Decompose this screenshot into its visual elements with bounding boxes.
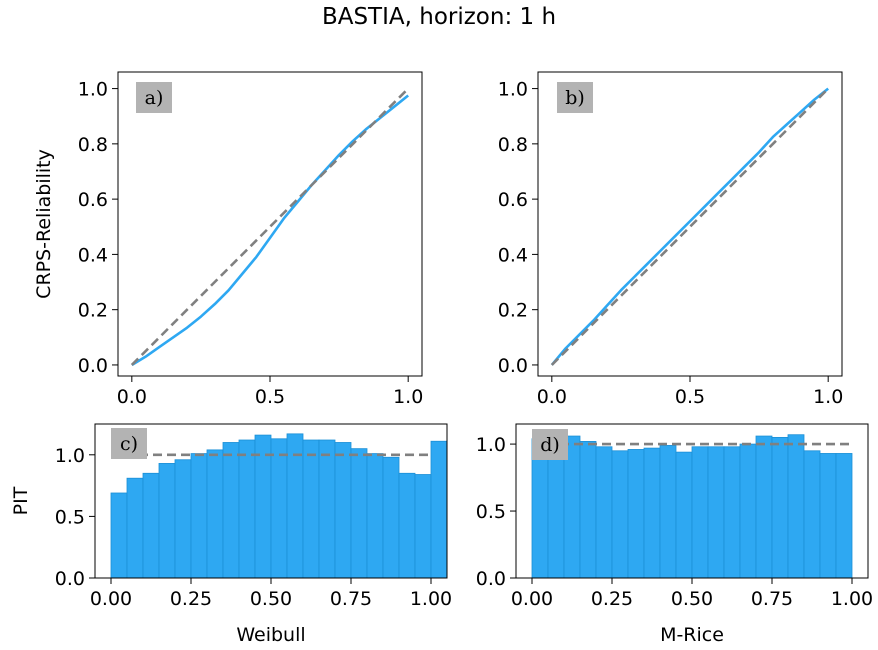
y-tick-label: 0.8 — [78, 134, 108, 156]
reference-diagonal — [130, 87, 410, 366]
y-tick-label: 1.0 — [476, 434, 506, 456]
x-tick-label: 0.0 — [117, 386, 147, 408]
panel-label-box — [136, 82, 172, 113]
y-tick-label: 0.5 — [476, 501, 506, 523]
histogram-bar — [723, 446, 741, 578]
histogram-bar — [771, 436, 789, 578]
histogram-bar — [126, 477, 144, 578]
panel-b: 0.0 0.5 1.0 0.0 0.2 0.4 0.6 0.8 1.0 b) — [498, 71, 843, 408]
histogram-bar — [691, 446, 709, 578]
y-tick-label: 0.4 — [498, 244, 528, 266]
reliability-curve — [550, 87, 829, 366]
x-tick-label: 0.5 — [255, 386, 285, 408]
y-tick-label: 1.0 — [55, 445, 85, 467]
histogram-bar — [739, 443, 757, 578]
histogram-bar — [787, 434, 805, 578]
plot-area-c — [110, 433, 447, 578]
histogram-bar — [318, 439, 336, 578]
y-tick-label: 0.6 — [498, 189, 528, 211]
histogram-bar — [158, 463, 176, 578]
histogram-bar — [334, 442, 352, 578]
histogram-bar — [430, 440, 447, 578]
panel-c: 0.00 0.25 0.50 0.75 1.00 0.0 0.5 1.0 PIT Weibull c… — [10, 423, 452, 646]
plot-area-d — [531, 434, 853, 578]
x-axis-label: Weibull — [236, 624, 305, 646]
histogram-bar — [611, 450, 629, 578]
figure-title: BASTIA, horizon: 1 h — [321, 4, 557, 30]
x-tick-label: 0.25 — [170, 588, 212, 610]
x-tick-label: 0.0 — [537, 386, 567, 408]
histogram-bar — [707, 446, 725, 578]
x-tick-label: 0.75 — [330, 588, 372, 610]
x-tick-label: 0.50 — [671, 588, 713, 610]
panel-label: b) — [565, 87, 585, 109]
reference-diagonal — [550, 87, 830, 366]
axes-frame — [117, 71, 423, 377]
reliability-curve — [131, 94, 409, 367]
x-tick-label: 1.0 — [393, 386, 423, 408]
histogram-bar — [819, 453, 837, 578]
histogram-bar — [547, 439, 565, 578]
x-tick-label: 1.00 — [410, 588, 452, 610]
histogram-bar — [302, 439, 320, 578]
x-tick-label: 1.00 — [831, 588, 873, 610]
histogram-bar — [627, 449, 645, 578]
y-tick-label: 1.0 — [498, 79, 528, 101]
x-tick-label: 0.00 — [511, 588, 553, 610]
histogram-bar — [579, 441, 597, 578]
histogram-bar — [270, 438, 288, 578]
histogram-bar — [659, 445, 677, 578]
y-tick-label: 0.0 — [476, 568, 506, 590]
plot-area-a — [130, 87, 410, 367]
y-tick-label: 0.2 — [78, 300, 108, 322]
y-tick-label: 0.8 — [498, 134, 528, 156]
x-tick-label: 0.00 — [90, 588, 132, 610]
x-tick-label: 0.25 — [591, 588, 633, 610]
histogram-bar — [755, 435, 773, 578]
panel-label-box — [532, 429, 568, 460]
histogram-bar — [190, 453, 208, 578]
histogram-bar — [595, 446, 613, 578]
x-axis-label: M-Rice — [660, 624, 724, 646]
x-tick-label: 0.75 — [751, 588, 793, 610]
histogram-bar — [174, 459, 192, 578]
histogram-bar — [382, 456, 400, 578]
y-axis-label: CRPS-Reliability — [33, 149, 55, 299]
histogram-bar — [835, 453, 853, 578]
y-tick-label: 0.6 — [78, 189, 108, 211]
y-axis-label: PIT — [10, 486, 32, 515]
histogram-bar — [142, 472, 160, 578]
histogram-bar — [414, 474, 432, 578]
x-tick-label: 0.50 — [250, 588, 292, 610]
histogram-bar — [254, 434, 272, 578]
histogram-bar — [803, 450, 821, 578]
panel-label: d) — [540, 434, 560, 456]
x-tick-label: 1.0 — [813, 386, 843, 408]
panel-label-box — [111, 428, 147, 459]
y-tick-label: 0.4 — [78, 244, 108, 266]
panel-d: 0.00 0.25 0.50 0.75 1.00 0.0 0.5 1.0 M-Rice d) — [476, 423, 873, 646]
histogram-bar — [675, 451, 693, 578]
panel-label: c) — [120, 433, 138, 455]
histogram-bar — [366, 453, 384, 578]
plot-area-b — [550, 87, 830, 366]
histogram-bar — [110, 492, 128, 578]
y-tick-label: 0.5 — [55, 506, 85, 528]
panel-label-box — [557, 82, 593, 113]
y-tick-label: 0.0 — [78, 355, 108, 377]
panel-a: 0.0 0.5 1.0 0.0 0.2 0.4 0.6 0.8 1.0 CRPS-Reliabil… — [33, 71, 423, 408]
histogram-bar — [238, 439, 256, 578]
y-tick-label: 1.0 — [78, 79, 108, 101]
histogram-bar — [222, 442, 240, 578]
y-tick-label: 0.2 — [498, 300, 528, 322]
y-tick-label: 0.0 — [498, 355, 528, 377]
y-tick-label: 0.0 — [55, 568, 85, 590]
histogram-bar — [643, 447, 661, 578]
histogram-bar — [398, 472, 416, 578]
panel-label: a) — [145, 87, 164, 109]
x-tick-label: 0.5 — [675, 386, 705, 408]
histogram-bar — [206, 449, 224, 578]
histogram-bar — [350, 448, 368, 578]
